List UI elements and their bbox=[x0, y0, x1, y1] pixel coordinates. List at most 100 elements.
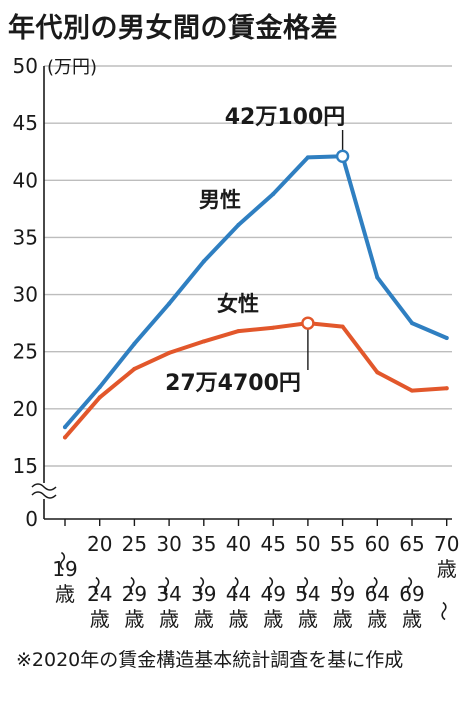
data-point bbox=[444, 336, 449, 340]
y-tick-label: 40 bbox=[13, 168, 38, 192]
x-category-line: 25 bbox=[122, 532, 147, 556]
x-category-line: 19 bbox=[52, 557, 77, 581]
x-category-line: 〜 bbox=[432, 601, 456, 621]
y-tick-label: 45 bbox=[13, 111, 38, 135]
data-point bbox=[201, 339, 206, 344]
x-category-line: 〜 bbox=[328, 576, 352, 596]
x-category-label: 20 〜24 歳 bbox=[85, 532, 113, 631]
x-category-line: 〜 bbox=[119, 576, 143, 596]
data-point bbox=[167, 350, 172, 355]
x-category-line: 歳 bbox=[367, 607, 387, 631]
series-name-label: 女性 bbox=[217, 292, 259, 316]
x-category-label: 45 〜49 歳 bbox=[258, 532, 286, 631]
x-category-line: 39 bbox=[191, 582, 216, 606]
callout-label: 42万100円 bbox=[225, 105, 346, 130]
series-line-0 bbox=[63, 154, 449, 430]
data-point bbox=[132, 366, 137, 371]
source-note: ※2020年の賃金構造基本統計調査を基に作成 bbox=[16, 649, 404, 671]
callout-marker bbox=[335, 149, 350, 163]
callout-label: 27万4700円 bbox=[165, 371, 301, 396]
x-category-line: 歳 bbox=[263, 607, 283, 631]
x-category-label: 〜19 歳 bbox=[50, 551, 78, 606]
x-category-line: 30 bbox=[156, 532, 181, 556]
x-category-line: 歳 bbox=[333, 607, 353, 631]
data-point bbox=[63, 425, 67, 430]
data-point bbox=[410, 321, 414, 326]
y-tick-label: 20 bbox=[13, 397, 38, 421]
data-point bbox=[97, 395, 102, 400]
x-category-line: 歳 bbox=[124, 607, 144, 631]
x-category-line: 〜 bbox=[397, 576, 421, 596]
x-category-line: 歳 bbox=[159, 607, 179, 631]
y-tick-label: 35 bbox=[13, 225, 38, 249]
x-category-line: 50 bbox=[295, 532, 320, 556]
x-category-line: 〜 bbox=[85, 576, 109, 596]
x-category-line: 歳 bbox=[229, 607, 249, 631]
x-category-line: 歳 bbox=[90, 607, 110, 631]
y-unit-label: (万円) bbox=[47, 57, 97, 78]
x-category-label: 40 〜44 歳 bbox=[224, 532, 252, 631]
data-point bbox=[63, 435, 67, 440]
x-category-line: 〜 bbox=[293, 576, 317, 596]
x-category-line: 24 bbox=[87, 582, 112, 606]
x-category-line: 〜 bbox=[224, 576, 248, 596]
series-name-label: 男性 bbox=[199, 188, 241, 212]
x-category-line: 60 bbox=[365, 532, 390, 556]
x-category-line: 〜 bbox=[50, 551, 74, 571]
data-point bbox=[375, 370, 380, 375]
x-category-line: 44 bbox=[226, 582, 251, 606]
x-category-line: 59 bbox=[330, 582, 355, 606]
x-category-line: 〜 bbox=[362, 576, 386, 596]
x-category-line: 歳 bbox=[194, 607, 214, 631]
data-point bbox=[97, 385, 102, 390]
x-category-line: 55 bbox=[330, 532, 355, 556]
x-category-label: 50 〜54 歳 bbox=[293, 532, 321, 631]
x-category-line: 45 bbox=[260, 532, 285, 556]
x-category-line: 65 bbox=[399, 532, 424, 556]
data-point bbox=[236, 222, 241, 227]
data-point bbox=[305, 155, 310, 160]
data-point bbox=[132, 341, 137, 346]
data-point bbox=[236, 329, 241, 334]
axis-break-mark bbox=[31, 483, 57, 491]
x-category-line: 歳 bbox=[55, 582, 75, 606]
y-tick-label: 25 bbox=[13, 340, 38, 364]
x-category-line: 54 bbox=[295, 582, 320, 606]
x-category-line: 〜 bbox=[154, 576, 178, 596]
x-category-line: 歳 bbox=[437, 557, 457, 581]
x-category-label: 60 〜64 歳 bbox=[362, 532, 390, 631]
x-category-line: 40 bbox=[226, 532, 251, 556]
data-point bbox=[167, 301, 172, 306]
series-line-1 bbox=[63, 321, 449, 440]
x-category-line: 〜 bbox=[258, 576, 282, 596]
x-category-label: 55 〜59 歳 bbox=[328, 532, 356, 631]
x-category-line: 70 bbox=[434, 532, 459, 556]
y-tick-label: 0 bbox=[25, 507, 38, 531]
y-tick-label: 15 bbox=[13, 454, 38, 478]
callout-marker bbox=[301, 316, 315, 330]
data-point bbox=[375, 275, 380, 280]
data-point bbox=[271, 325, 276, 330]
x-category-line: 35 bbox=[191, 532, 216, 556]
y-tick-label: 50 bbox=[13, 54, 38, 78]
y-tick-label: 30 bbox=[13, 283, 38, 307]
x-category-line: 〜 bbox=[189, 576, 213, 596]
x-category-line: 64 bbox=[365, 582, 390, 606]
x-category-line: 69 bbox=[399, 582, 424, 606]
data-point bbox=[444, 386, 449, 391]
x-category-line: 49 bbox=[260, 582, 285, 606]
x-category-line: 20 bbox=[87, 532, 112, 556]
grid-layer bbox=[44, 65, 452, 520]
x-category-line: 29 bbox=[122, 582, 147, 606]
x-category-label: 65 〜69 歳 bbox=[397, 532, 425, 631]
x-category-label: 30 〜34 歳 bbox=[154, 532, 182, 631]
data-point bbox=[410, 388, 414, 393]
axis-break-mark bbox=[31, 491, 57, 499]
data-point bbox=[271, 192, 276, 196]
x-category-line: 歳 bbox=[298, 607, 318, 631]
x-category-label: 25 〜29 歳 bbox=[119, 532, 147, 631]
x-category-line: 34 bbox=[156, 582, 181, 606]
